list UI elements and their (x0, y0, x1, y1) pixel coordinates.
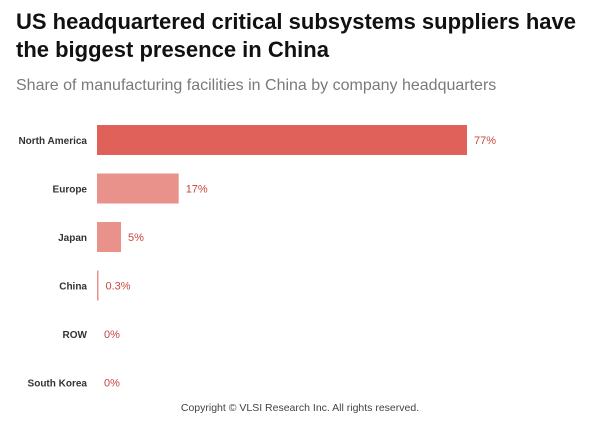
bar-europe (97, 173, 179, 204)
chart-title: US headquartered critical subsystems sup… (16, 9, 577, 62)
value-label-japan: 5% (128, 232, 144, 244)
copyright-notice: Copyright © VLSI Research Inc. All right… (180, 402, 420, 414)
category-label-row: ROW (63, 330, 88, 341)
value-label-china: 0.3% (106, 281, 131, 293)
value-label-row: 0% (104, 329, 120, 341)
category-label-north-america: North America (18, 136, 87, 147)
value-label-europe: 17% (186, 184, 208, 196)
category-label-china: China (59, 282, 87, 293)
bar-north-america (97, 125, 467, 155)
bar-china (97, 270, 99, 301)
value-label-north-america: 77% (474, 135, 496, 147)
bar-chart-plot: North America 77% Europe 17% Japan 5% China 0.3… (18, 125, 496, 390)
category-label-europe: Europe (53, 185, 88, 196)
category-label-japan: Japan (58, 233, 87, 244)
bar-japan (97, 222, 122, 252)
chart-subtitle: Share of manufacturing facilities in Chi… (16, 77, 497, 94)
category-label-south-korea: South Korea (28, 379, 88, 390)
value-label-south-korea: 0% (104, 378, 120, 390)
